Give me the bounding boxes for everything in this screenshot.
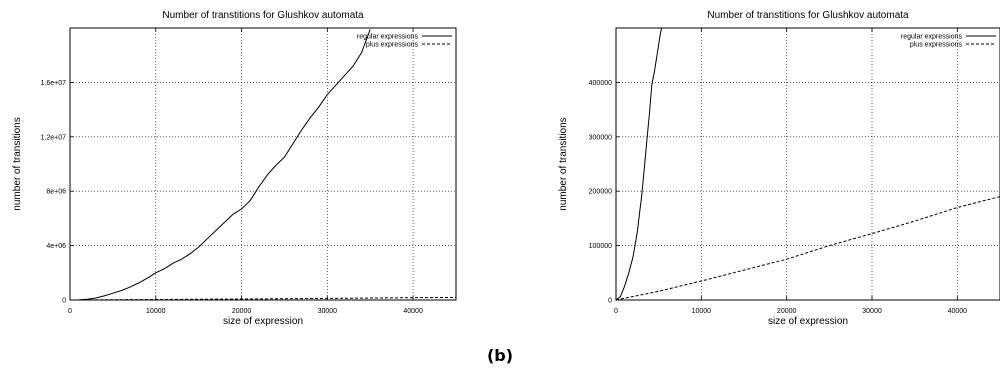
x-tick-label: 40000 — [948, 308, 968, 315]
legend-label: regular expressions — [357, 34, 419, 41]
x-axis-label: size of expression — [768, 316, 848, 327]
legend-label: plus expressions — [366, 42, 419, 49]
x-axis-label: size of expression — [223, 316, 303, 327]
series-line-plus-expressions — [616, 196, 1000, 300]
series-line-regular-expressions — [70, 29, 371, 300]
chart-title: Number of transtitions for Glushkov auto… — [707, 10, 909, 21]
y-tick-label: 4e+06 — [46, 243, 66, 250]
legend-label: plus expressions — [910, 42, 963, 49]
x-tick-label: 30000 — [318, 308, 338, 315]
chart-2: 0 10000 20000 30000 400000100000200000300000… — [558, 10, 1000, 327]
y-axis-label: number of transitions — [558, 117, 569, 210]
panel-label: (b) — [486, 346, 514, 365]
y-tick-label: 1.6e+07 — [41, 80, 67, 87]
y-tick-label: 8e+06 — [46, 189, 66, 196]
x-tick-label: 30000 — [862, 308, 882, 315]
y-tick-label: 300000 — [589, 134, 612, 141]
x-tick-label: 20000 — [232, 308, 252, 315]
x-tick-label: 20000 — [777, 308, 797, 315]
legend-label: regular expressions — [901, 34, 963, 41]
series-line-regular-expressions — [616, 28, 663, 300]
plot-frame — [69, 27, 457, 301]
x-tick-label: 0 — [614, 308, 618, 315]
y-tick-label: 0 — [62, 298, 66, 305]
y-tick-label: 1.2e+07 — [41, 134, 67, 141]
x-tick-label: 40000 — [403, 308, 423, 315]
plot-area — [616, 28, 1000, 300]
plot-area — [70, 29, 456, 300]
chart-title: Number of transtitions for Glushkov auto… — [162, 10, 364, 21]
x-tick-label: 10000 — [146, 308, 166, 315]
chart-1: 0 10000 20000 30000 40000 0 4e+06 8e+06 1.2e+07 1… — [12, 10, 457, 327]
y-tick-label: 200000 — [589, 189, 612, 196]
y-tick-label: 400000 — [589, 80, 612, 87]
plot-frame — [615, 27, 1000, 301]
x-tick-label: 0 — [68, 308, 72, 315]
y-tick-label: 100000 — [589, 243, 612, 250]
y-axis-label: number of transitions — [12, 117, 23, 210]
x-tick-label: 10000 — [692, 308, 712, 315]
y-tick-label: 0 — [608, 298, 612, 305]
